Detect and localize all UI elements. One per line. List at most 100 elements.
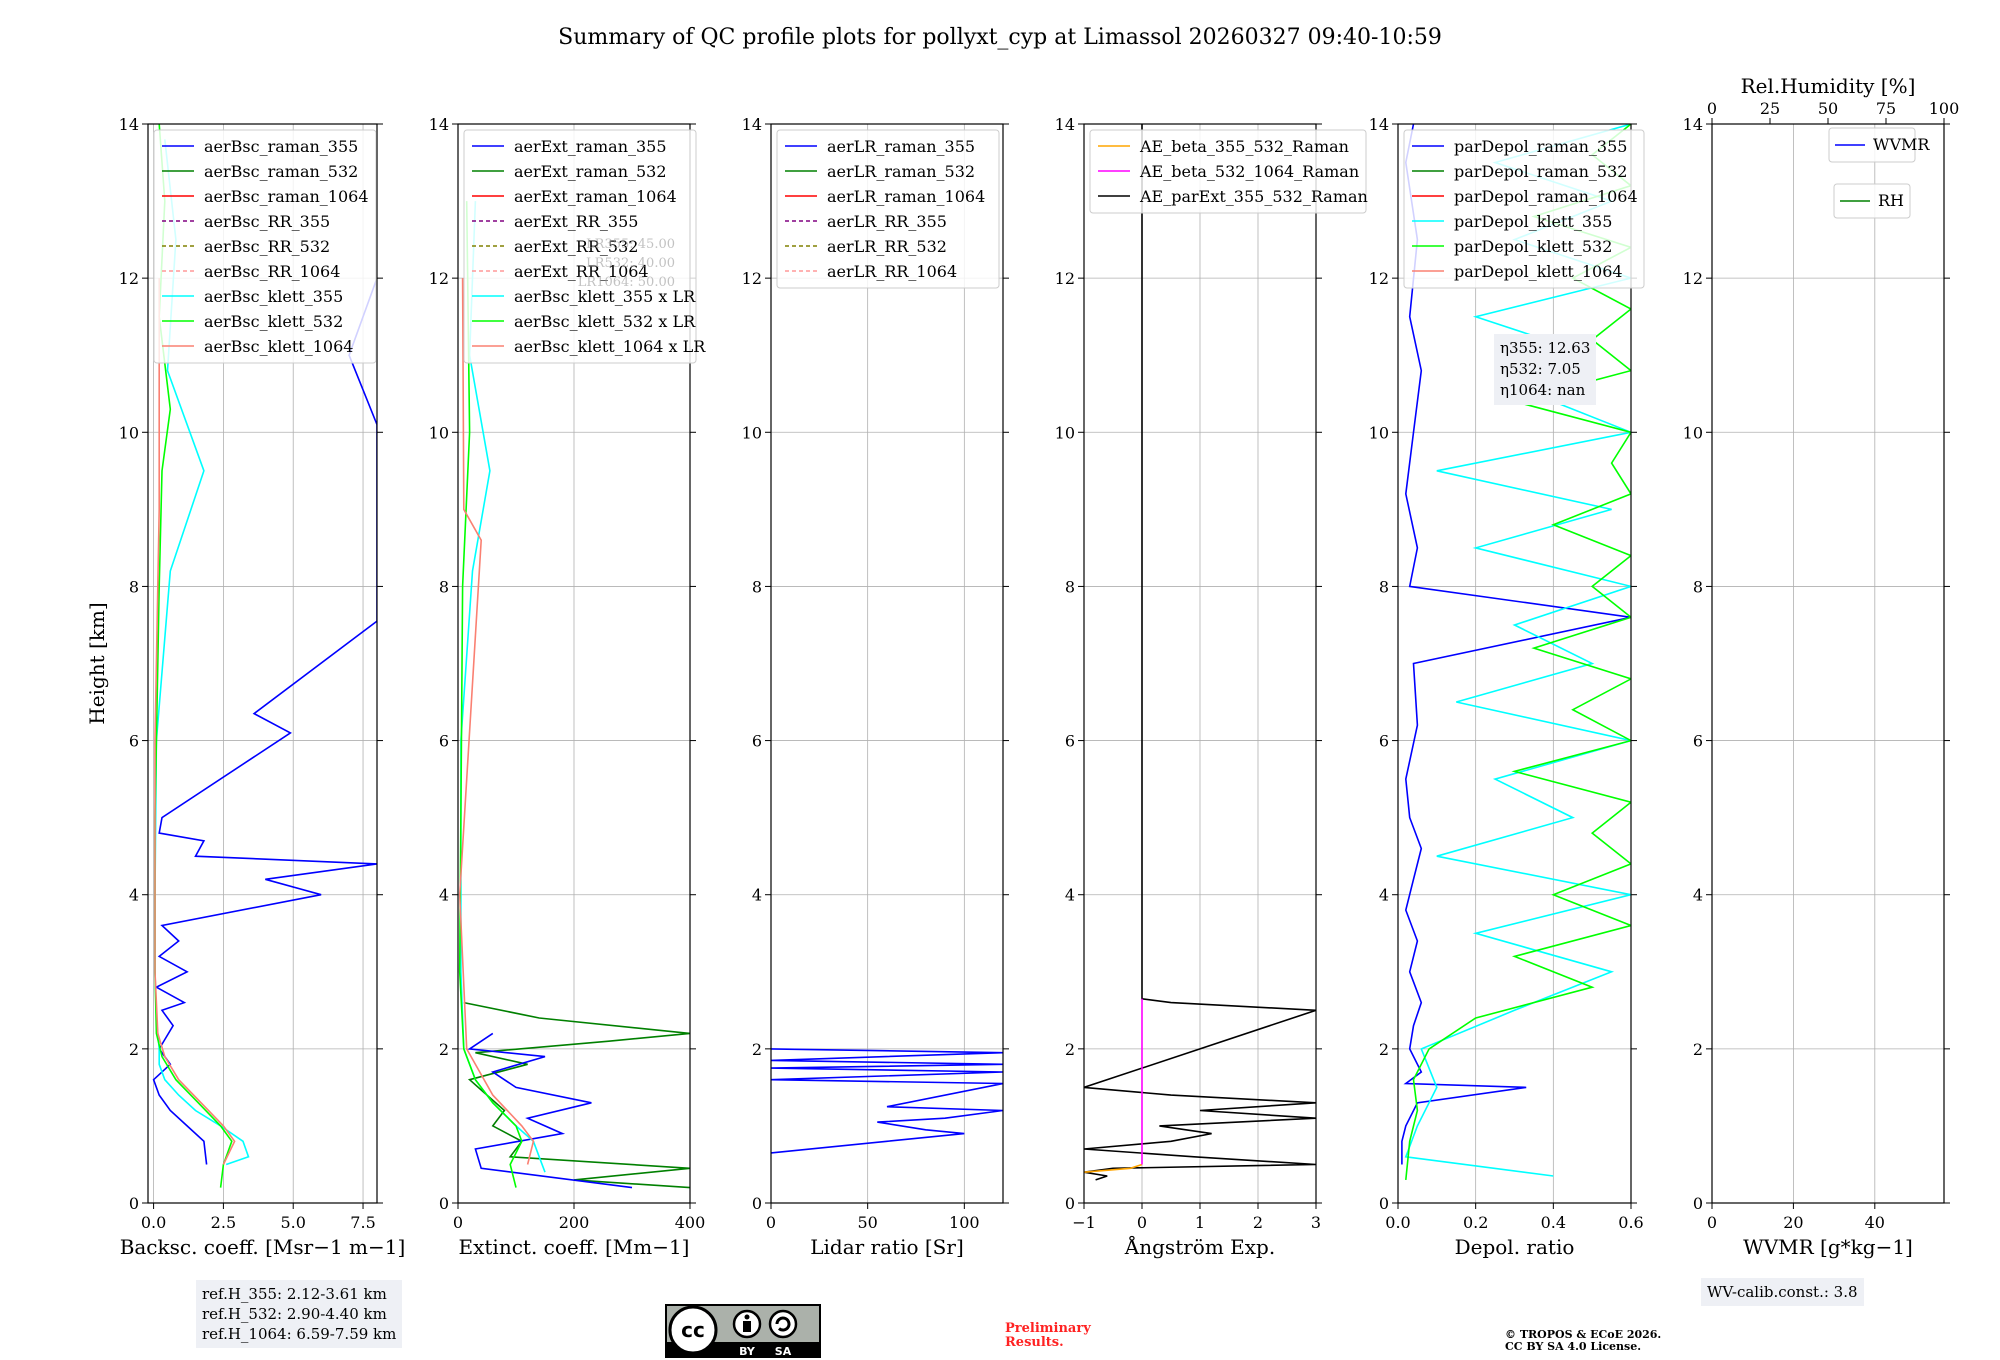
x-tick-label: 0 (1137, 1213, 1147, 1232)
axes-frame (147, 123, 378, 1204)
legend-label: RH (1878, 191, 1904, 210)
legend-label: parDepol_klett_355 (1454, 212, 1612, 231)
series-aerLR_raman_355 (771, 1048, 1003, 1154)
series-aerBsc_raman_355 (152, 201, 377, 1165)
legend-label: aerLR_RR_532 (827, 237, 947, 256)
legend-label: aerBsc_raman_1064 (204, 187, 369, 206)
y-tick-label: 14 (429, 115, 449, 134)
legend-box (776, 129, 1000, 289)
y-tick-label: 10 (1369, 423, 1389, 442)
legend-box (1403, 129, 1645, 289)
legend-label: aerExt_RR_1064 (514, 262, 649, 281)
legend-label: aerLR_raman_355 (827, 137, 975, 156)
y-tick-label: 6 (129, 732, 139, 751)
y-tick-label: 4 (1065, 886, 1075, 905)
y-tick-label: 12 (742, 269, 762, 288)
x-tick-label: 5.0 (280, 1213, 305, 1232)
legend-label: aerExt_raman_355 (514, 137, 667, 156)
legend-ae: AE_beta_355_532_Raman AE_beta_532_1064_Ra… (1089, 129, 1368, 214)
lr-note: LR532: 40.00 (586, 256, 675, 271)
y-tick-label: 12 (1369, 269, 1389, 288)
legend-rh: RH (1833, 183, 1911, 219)
legend-depol: parDepol_raman_355 parDepol_raman_532 parD… (1403, 129, 1645, 289)
top-x-tick-label: 0 (1707, 99, 1717, 118)
x-tick-label: −1 (1072, 1213, 1096, 1232)
eta-box: η355: 12.63 η532: 7.05 η1064: nan (1494, 334, 1597, 405)
panel-depol: 0.0 0.2 0.4 0.6 0 2 4 6 8 10 12 14 Depol. ratio parDe… (1369, 115, 1645, 1259)
copyright-note: © TROPOS & ECoE 2026. CC BY SA 4.0 Licen… (1505, 1329, 1661, 1353)
x-tick-label: 0 (1707, 1213, 1717, 1232)
series-aerBsc_klett_532-x-LR (458, 201, 523, 1188)
eta-532: η532: 7.05 (1500, 360, 1581, 378)
preliminary-line-1: Preliminary (1005, 1321, 1091, 1336)
copyright-line-1: © TROPOS & ECoE 2026. (1505, 1328, 1662, 1341)
legend-ext: aerExt_raman_355 aerExt_raman_532 aerExt_r… (463, 129, 706, 364)
y-tick-label: 0 (1379, 1194, 1389, 1213)
legend-box (463, 129, 697, 364)
x-tick-label: 400 (675, 1213, 706, 1232)
series-aerExt_raman_355 (467, 1032, 633, 1189)
x-tick-label: 20 (1783, 1213, 1803, 1232)
y-tick-label: 14 (119, 115, 139, 134)
legend-label: parDepol_raman_355 (1454, 137, 1627, 156)
series-aerExt_raman_532 (463, 1001, 690, 1189)
legend-label: aerBsc_klett_355 (204, 287, 343, 306)
legend-lr: aerLR_raman_355 aerLR_raman_532 aerLR_rama… (776, 129, 1000, 289)
y-tick-label: 12 (1683, 269, 1703, 288)
series-aerBsc_klett_1064 (154, 278, 236, 1165)
x-tick-label: 3 (1311, 1213, 1321, 1232)
eta-1064: η1064: nan (1500, 381, 1586, 399)
legend-label: aerLR_RR_1064 (827, 262, 957, 281)
y-tick-label: 4 (1693, 886, 1703, 905)
x-tick-label: 2 (1253, 1213, 1263, 1232)
legend-box (1089, 129, 1367, 214)
x-axis-label: Lidar ratio [Sr] (810, 1235, 964, 1259)
y-tick-label: 6 (1693, 732, 1703, 751)
lr-note: LR1064: 50.00 (578, 275, 675, 290)
cc-by-label: BY (739, 1345, 756, 1358)
y-tick-label: 2 (439, 1040, 449, 1059)
y-tick-label: 2 (1065, 1040, 1075, 1059)
legend-label: parDepol_raman_532 (1454, 162, 1627, 181)
axes-frame (770, 123, 1004, 1204)
legend-label: aerBsc_RR_355 (204, 212, 330, 231)
legend-label: AE_parExt_355_532_Raman (1139, 187, 1368, 206)
y-tick-label: 0 (1693, 1194, 1703, 1213)
legend-label: aerLR_RR_355 (827, 212, 947, 231)
y-tick-label: 8 (1379, 577, 1389, 596)
legend-label: AE_beta_355_532_Raman (1139, 137, 1349, 156)
y-tick-label: 10 (1683, 423, 1703, 442)
y-tick-label: 10 (429, 423, 449, 442)
y-tick-label: 0 (439, 1194, 449, 1213)
cc-license-badge: cc BY SA (665, 1304, 821, 1358)
copyright-line-2: CC BY SA 4.0 License. (1505, 1340, 1642, 1353)
panel-wv: 0 20 40 0 2 4 6 8 10 12 14 WVMR [g*kg−1] 0 25 50 75 100 R… (1683, 74, 1960, 1259)
ref-height-355: ref.H_355: 2.12-3.61 km (202, 1285, 387, 1303)
x-tick-label: 200 (559, 1213, 590, 1232)
y-tick-label: 4 (129, 886, 139, 905)
series-AE_parExt_355_532_Raman (1084, 124, 1316, 1181)
lr-note: LR355: 45.00 (586, 237, 675, 252)
wv-calib-text: WV-calib.const.: 3.8 (1707, 1283, 1858, 1301)
legend-label: aerExt_RR_532 (514, 237, 638, 256)
x-tick-label: 0.2 (1463, 1213, 1488, 1232)
x-tick-label: 0.6 (1618, 1213, 1643, 1232)
top-x-tick-label: 100 (1929, 99, 1960, 118)
legend-label: aerBsc_RR_1064 (204, 262, 340, 281)
legend-label: WVMR (1873, 135, 1930, 154)
panel-ext: 0 200 400 0 2 4 6 8 10 12 14 Extinct. coeff. [Mm−1]… (429, 115, 707, 1259)
series-AE_beta_355_532_Raman (1084, 1163, 1143, 1173)
series-aerBsc_klett_1064-x-LR (458, 278, 535, 1165)
wv-calib-box: WV-calib.const.: 3.8 (1701, 1278, 1864, 1306)
y-tick-label: 6 (1379, 732, 1389, 751)
y-tick-label: 6 (1065, 732, 1075, 751)
y-tick-label: 4 (752, 886, 762, 905)
ref-height-532: ref.H_532: 2.90-4.40 km (202, 1305, 387, 1323)
y-tick-label: 0 (1065, 1194, 1075, 1213)
cc-logo-icon (668, 1305, 718, 1355)
x-tick-label: 50 (857, 1213, 877, 1232)
x-tick-label: 7.5 (350, 1213, 375, 1232)
axes-frame (1711, 123, 1945, 1204)
